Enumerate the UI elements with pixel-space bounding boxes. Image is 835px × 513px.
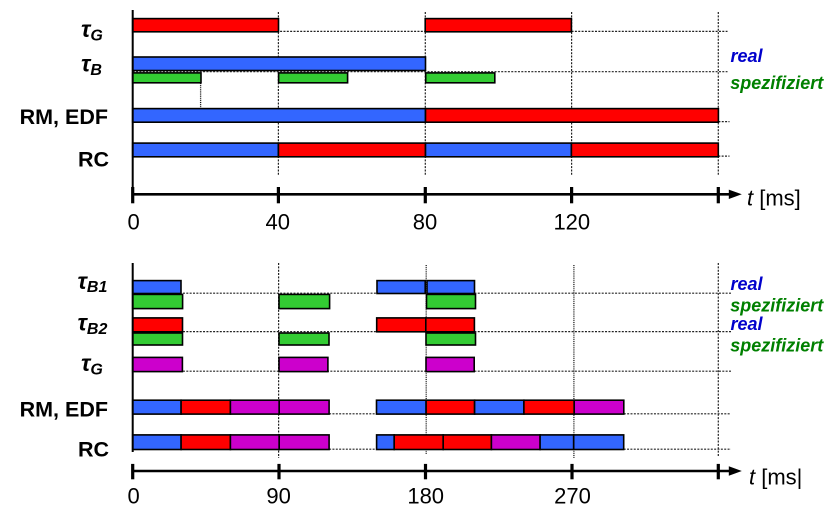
svg-text:t [ms]: t [ms]: [747, 186, 801, 211]
svg-text:t [ms|: t [ms|: [749, 464, 802, 489]
svg-text:0: 0: [127, 210, 139, 235]
svg-text:spezifiziert: spezifiziert: [730, 295, 824, 315]
svg-text:RC: RC: [78, 147, 109, 171]
svg-text:RC: RC: [78, 438, 109, 462]
svg-text:80: 80: [413, 210, 437, 235]
svg-text:spezifiziert: spezifiziert: [730, 336, 824, 356]
svg-text:τG: τG: [81, 350, 103, 378]
svg-text:real: real: [731, 314, 764, 334]
svg-text:τB1: τB1: [78, 268, 108, 296]
svg-text:40: 40: [266, 210, 290, 235]
svg-text:RM, EDF: RM, EDF: [20, 105, 108, 129]
svg-text:180: 180: [407, 484, 444, 509]
svg-text:0: 0: [127, 484, 139, 509]
svg-text:90: 90: [266, 484, 290, 509]
svg-text:spezifiziert: spezifiziert: [730, 73, 824, 93]
svg-text:120: 120: [553, 210, 590, 235]
svg-text:τG: τG: [81, 16, 103, 44]
svg-text:τB: τB: [81, 51, 102, 79]
svg-text:RM, EDF: RM, EDF: [20, 398, 108, 422]
svg-text:real: real: [731, 46, 764, 66]
svg-text:τB2: τB2: [78, 310, 108, 338]
svg-text:270: 270: [554, 484, 591, 509]
svg-text:real: real: [731, 274, 764, 294]
